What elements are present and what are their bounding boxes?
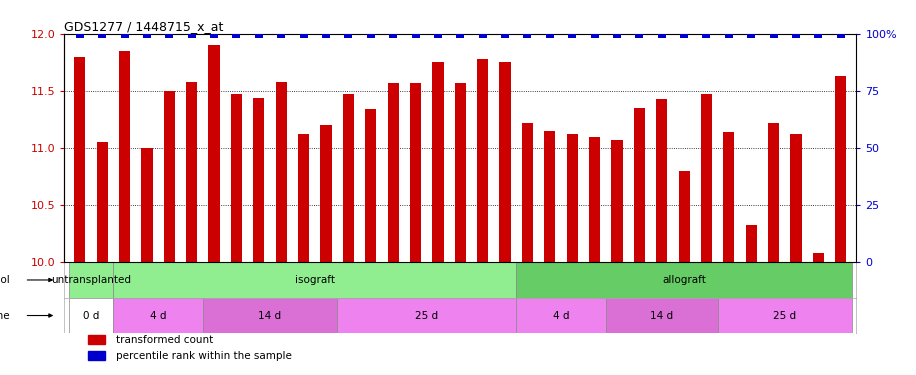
- Bar: [718, 298, 852, 333]
- Bar: [88, 335, 105, 344]
- Point: [587, 31, 602, 37]
- Point: [252, 31, 267, 37]
- Point: [453, 31, 467, 37]
- Text: 14 d: 14 d: [650, 310, 673, 321]
- Point: [722, 31, 736, 37]
- Bar: [499, 62, 510, 262]
- Point: [274, 31, 289, 37]
- Text: transformed count: transformed count: [115, 335, 213, 345]
- Bar: [454, 83, 466, 262]
- Point: [654, 31, 669, 37]
- Point: [520, 31, 535, 37]
- Point: [296, 31, 311, 37]
- Bar: [656, 99, 668, 262]
- Point: [319, 31, 333, 37]
- Bar: [387, 83, 398, 262]
- Point: [341, 31, 355, 37]
- Bar: [589, 136, 600, 262]
- Point: [789, 31, 803, 37]
- Bar: [791, 134, 802, 262]
- Point: [632, 31, 647, 37]
- Bar: [544, 131, 555, 262]
- Bar: [164, 91, 175, 262]
- Bar: [114, 298, 202, 333]
- Bar: [69, 298, 114, 333]
- Text: 25 d: 25 d: [415, 310, 438, 321]
- Point: [475, 31, 490, 37]
- Bar: [69, 262, 114, 298]
- Bar: [477, 59, 488, 262]
- Bar: [253, 98, 265, 262]
- Bar: [768, 123, 780, 262]
- Point: [139, 31, 154, 37]
- Point: [117, 31, 132, 37]
- Bar: [365, 109, 376, 262]
- Bar: [343, 94, 354, 262]
- Text: 14 d: 14 d: [258, 310, 281, 321]
- Bar: [231, 94, 242, 262]
- Point: [542, 31, 557, 37]
- Bar: [298, 134, 310, 262]
- Bar: [611, 140, 623, 262]
- Bar: [209, 45, 220, 262]
- Point: [811, 31, 825, 37]
- Bar: [276, 82, 287, 262]
- Text: 4 d: 4 d: [150, 310, 167, 321]
- Bar: [74, 57, 85, 262]
- Bar: [410, 83, 421, 262]
- Bar: [321, 125, 332, 262]
- Point: [386, 31, 400, 37]
- Text: time: time: [0, 310, 10, 321]
- Point: [431, 31, 445, 37]
- Bar: [186, 82, 197, 262]
- Bar: [202, 298, 337, 333]
- Point: [497, 31, 512, 37]
- Bar: [88, 351, 105, 360]
- Point: [610, 31, 625, 37]
- Point: [834, 31, 848, 37]
- Point: [677, 31, 692, 37]
- Text: 25 d: 25 d: [773, 310, 796, 321]
- Point: [565, 31, 580, 37]
- Point: [744, 31, 758, 37]
- Bar: [96, 142, 108, 262]
- Point: [184, 31, 199, 37]
- Point: [162, 31, 177, 37]
- Text: protocol: protocol: [0, 275, 10, 285]
- Text: untransplanted: untransplanted: [51, 275, 131, 285]
- Bar: [567, 134, 578, 262]
- Bar: [835, 76, 846, 262]
- Point: [409, 31, 423, 37]
- Text: GDS1277 / 1448715_x_at: GDS1277 / 1448715_x_at: [64, 20, 224, 33]
- Point: [207, 31, 222, 37]
- Bar: [141, 148, 153, 262]
- Text: 0 d: 0 d: [82, 310, 99, 321]
- Bar: [701, 94, 712, 262]
- Point: [364, 31, 378, 37]
- Text: isograft: isograft: [295, 275, 335, 285]
- Text: 4 d: 4 d: [552, 310, 569, 321]
- Bar: [119, 51, 130, 262]
- Bar: [114, 262, 517, 298]
- Bar: [746, 225, 757, 262]
- Bar: [337, 298, 517, 333]
- Bar: [432, 62, 443, 262]
- Bar: [679, 171, 690, 262]
- Bar: [522, 123, 533, 262]
- Point: [699, 31, 714, 37]
- Point: [72, 31, 87, 37]
- Bar: [605, 298, 718, 333]
- Text: allograft: allograft: [662, 275, 706, 285]
- Bar: [724, 132, 735, 262]
- Bar: [517, 298, 605, 333]
- Point: [95, 31, 110, 37]
- Bar: [517, 262, 852, 298]
- Bar: [634, 108, 645, 262]
- Text: percentile rank within the sample: percentile rank within the sample: [115, 351, 291, 361]
- Point: [767, 31, 781, 37]
- Bar: [812, 253, 824, 262]
- Point: [229, 31, 244, 37]
